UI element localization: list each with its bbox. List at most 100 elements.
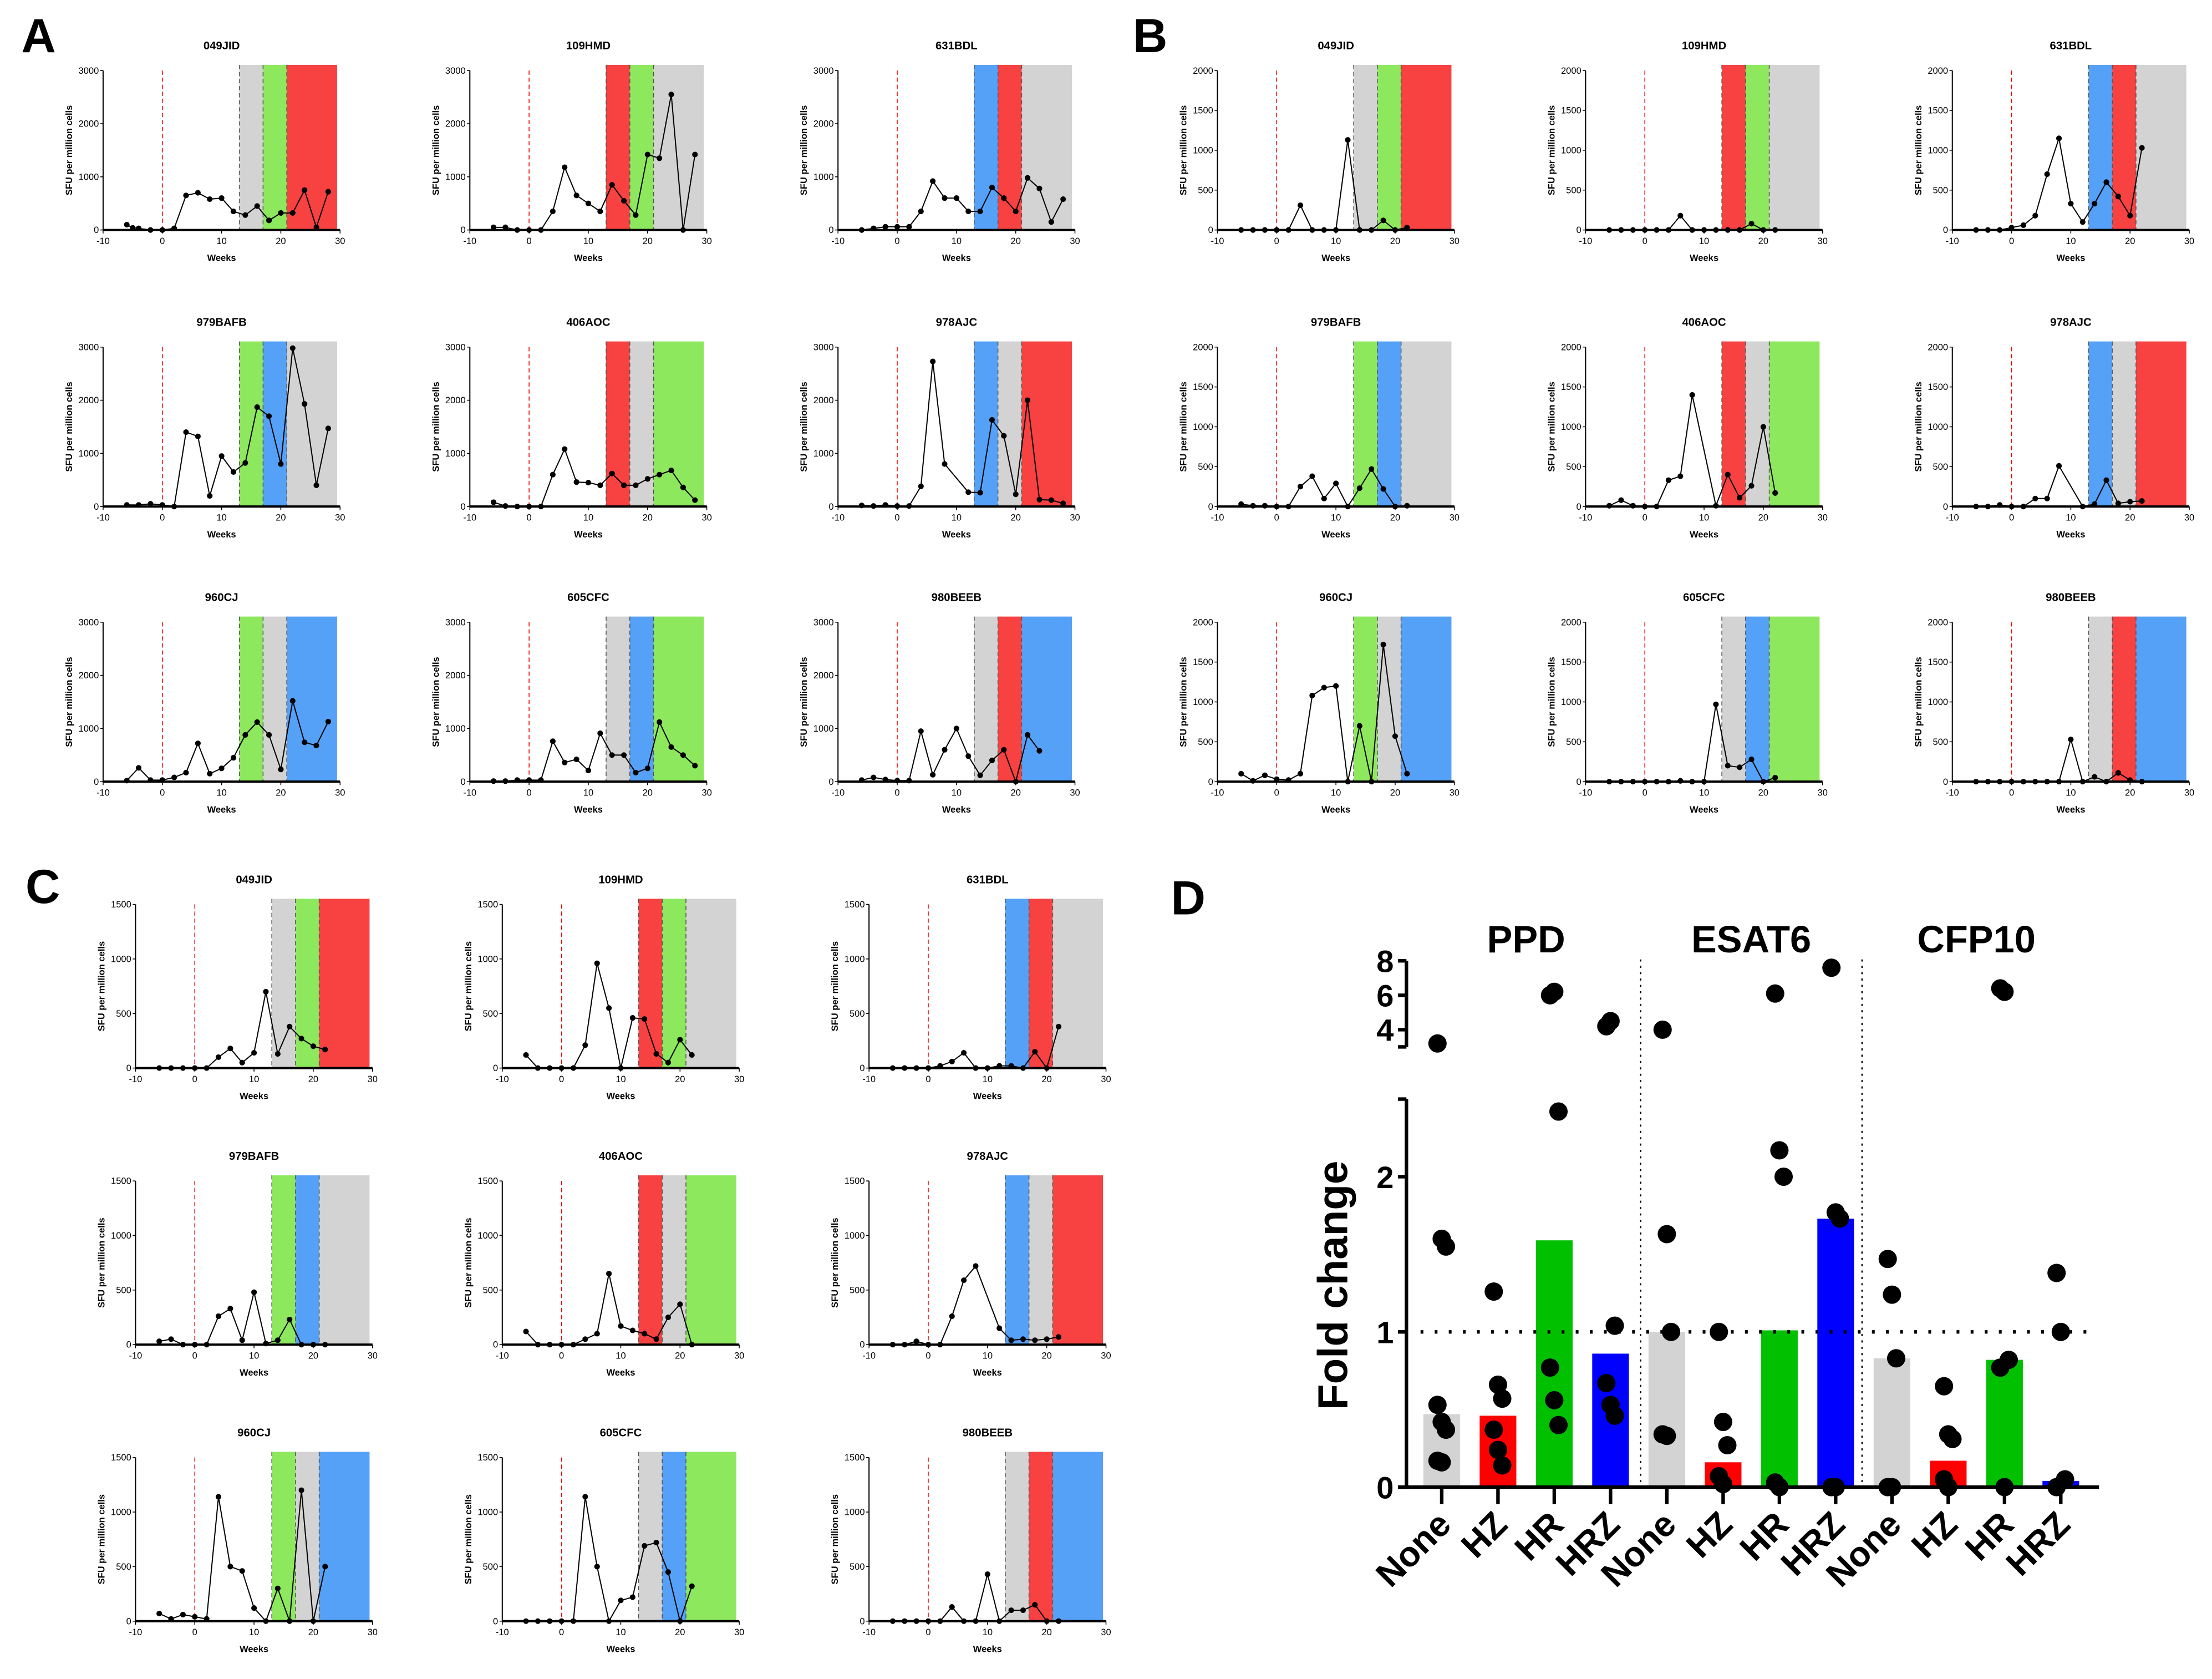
data-point: [1274, 504, 1280, 510]
x-tick-label: 10: [583, 788, 593, 798]
y-tick-label: 1000: [1561, 145, 1582, 155]
data-point: [1428, 1396, 1447, 1414]
data-point: [977, 490, 983, 496]
y-tick-label: 1000: [813, 448, 834, 459]
data-point: [1935, 1377, 1954, 1396]
data-point: [2115, 500, 2121, 506]
treatment-band-red: [1052, 1175, 1104, 1345]
treatment-band-green: [272, 1175, 296, 1345]
data-point: [148, 227, 154, 233]
y-axis-label: SFU per million cells: [799, 657, 809, 747]
data-point: [278, 461, 284, 467]
y-tick-label: 4: [1376, 1013, 1394, 1048]
data-point: [322, 1047, 328, 1053]
x-tick-label: 20: [2125, 513, 2135, 523]
data-point: [310, 1043, 317, 1049]
data-point: [1725, 227, 1731, 233]
data-point: [1677, 212, 1684, 219]
y-tick-label: 0: [1208, 777, 1213, 787]
x-tick-label: 20: [675, 1074, 685, 1084]
data-point: [180, 1065, 186, 1071]
data-point: [1048, 219, 1054, 225]
data-point: [490, 499, 497, 505]
y-tick-label: 1500: [1561, 657, 1582, 667]
data-point: [606, 1271, 612, 1277]
data-point: [1545, 982, 1564, 1001]
x-tick-label: -10: [129, 1074, 142, 1084]
data-point: [289, 210, 296, 216]
group-title: ESAT6: [1691, 918, 1811, 961]
data-point: [633, 769, 639, 776]
chart-title: 605CFC: [567, 592, 609, 604]
data-point: [171, 774, 177, 780]
x-tick-label: HZ: [1679, 1504, 1740, 1565]
y-tick-label: 1500: [1928, 382, 1948, 392]
y-tick-label: 0: [94, 501, 99, 512]
treatment-band-blue: [263, 341, 287, 507]
treatment-band-green: [263, 65, 287, 230]
data-point: [1830, 1209, 1849, 1228]
data-point: [289, 345, 296, 351]
data-point: [906, 503, 912, 509]
data-point: [949, 1313, 955, 1320]
chart-title: 109HMD: [598, 874, 643, 886]
x-tick-label: 30: [1070, 788, 1080, 798]
treatment-band-gray: [263, 616, 287, 782]
x-tick-label: -10: [831, 236, 845, 246]
x-axis-label: Weeks: [207, 804, 236, 815]
data-point: [266, 732, 272, 738]
data-point: [1285, 227, 1291, 233]
y-tick-label: 0: [460, 777, 465, 787]
data-point: [977, 772, 983, 778]
panel-label-d: D: [1171, 871, 1206, 925]
y-tick-label: 500: [483, 1561, 499, 1572]
treatment-band-red: [2112, 616, 2136, 782]
y-tick-label: 500: [116, 1008, 131, 1019]
data-point: [906, 778, 912, 784]
x-tick-label: 10: [1331, 236, 1341, 246]
chart-title: 979BAFB: [229, 1150, 279, 1163]
data-point: [1597, 1374, 1616, 1393]
y-tick-label: 500: [850, 1008, 865, 1019]
x-tick-label: -10: [1211, 236, 1224, 246]
y-axis-label: SFU per million cells: [64, 657, 74, 747]
data-point: [573, 756, 579, 763]
data-point: [2103, 179, 2109, 185]
y-tick-label: 500: [483, 1008, 499, 1019]
x-tick-label: 10: [616, 1074, 626, 1084]
y-tick-label: 2000: [813, 670, 834, 681]
data-point: [597, 730, 603, 737]
data-point: [1333, 480, 1339, 486]
data-point: [195, 190, 201, 196]
treatment-band-green: [239, 616, 263, 782]
y-axis-label: SFU per million cells: [1546, 105, 1557, 195]
treatment-band-green: [629, 65, 654, 230]
x-axis-label: Weeks: [2056, 529, 2085, 540]
y-tick-label: 0: [493, 1063, 498, 1073]
y-tick-label: 0: [1577, 501, 1582, 512]
data-point: [1321, 227, 1327, 233]
y-tick-label: 0: [860, 1340, 865, 1350]
data-point: [597, 482, 603, 488]
data-point: [1605, 1406, 1624, 1425]
data-point: [2044, 495, 2050, 501]
y-tick-label: 1000: [79, 448, 99, 459]
y-tick-label: 0: [94, 225, 99, 235]
x-tick-label: 10: [2066, 513, 2076, 523]
data-point: [894, 224, 901, 230]
data-point: [653, 1336, 659, 1342]
data-point: [606, 1618, 612, 1624]
data-point: [298, 1487, 304, 1493]
data-point: [1760, 424, 1766, 430]
data-point: [633, 212, 639, 218]
data-point: [1250, 778, 1256, 784]
data-point: [1369, 466, 1375, 472]
data-point: [159, 777, 165, 783]
treatment-band-gray: [1377, 616, 1401, 782]
data-point: [858, 503, 865, 509]
data-point: [523, 1052, 529, 1058]
data-point: [2044, 171, 2050, 177]
y-tick-label: 500: [850, 1285, 865, 1295]
